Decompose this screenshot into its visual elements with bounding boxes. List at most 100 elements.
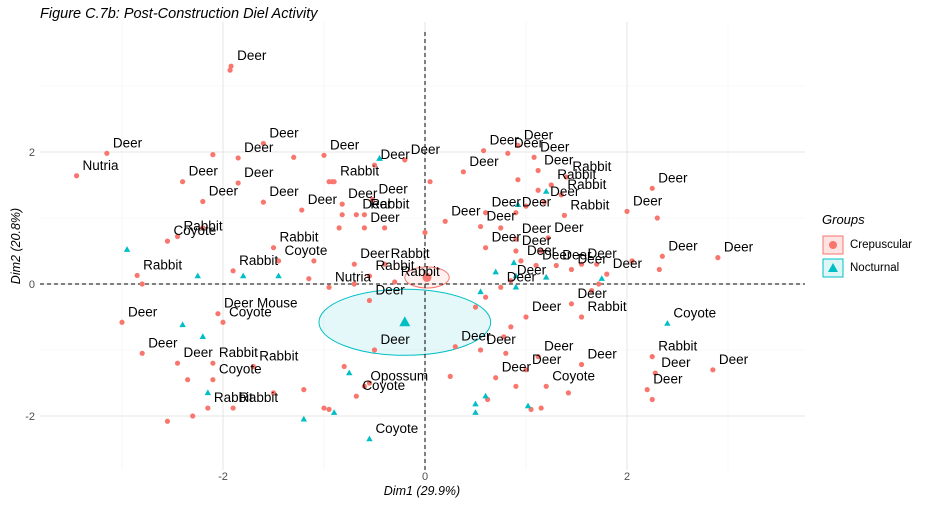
data-point-crepuscular [210, 377, 216, 383]
point-label: Deer [113, 135, 143, 150]
point-label: Coyote [362, 378, 405, 393]
point-label: Deer [469, 154, 499, 169]
data-point-crepuscular [139, 281, 145, 287]
point-label: Rabbit [375, 258, 414, 273]
data-point-crepuscular [230, 268, 236, 274]
data-point-crepuscular [518, 258, 524, 264]
data-point-nocturnal [543, 188, 550, 194]
point-label: Deer [517, 263, 547, 278]
data-point-crepuscular [164, 418, 171, 424]
point-label: Deer [451, 203, 481, 218]
point-label: Deer [514, 135, 544, 150]
y-tick-label: -2 [25, 411, 35, 423]
point-label: Deer [244, 140, 274, 155]
data-point-crepuscular [361, 383, 367, 389]
data-point-nocturnal [275, 272, 282, 279]
data-point-crepuscular [174, 360, 181, 366]
data-point-crepuscular [361, 212, 367, 218]
point-label: Rabbit [143, 257, 182, 272]
point-label: Nutria [335, 269, 372, 284]
data-point-nocturnal [477, 288, 484, 295]
data-point-crepuscular [596, 281, 602, 287]
point-label: Rabbit [570, 197, 609, 212]
data-point-crepuscular [371, 162, 378, 168]
point-label: Deer [244, 165, 274, 180]
point-label: Deer [378, 182, 408, 197]
point-label: Deer [522, 233, 552, 248]
point-label: Rabbit [239, 253, 278, 268]
data-point-nocturnal [240, 272, 247, 279]
point-label: Deer [588, 347, 618, 362]
x-tick-label: 2 [624, 471, 630, 483]
data-point-nocturnal [123, 246, 131, 252]
point-label: Deer [577, 251, 607, 266]
data-point-crepuscular [548, 182, 554, 188]
data-point-crepuscular [331, 179, 337, 185]
point-label: Deer [668, 238, 698, 253]
point-label: Deer [128, 304, 158, 319]
point-label: Rabbit [557, 167, 596, 182]
data-point-crepuscular [652, 370, 658, 376]
legend-label-crepuscular: Crepuscular [850, 238, 912, 251]
data-point-nocturnal [366, 435, 373, 442]
data-point-nocturnal [514, 201, 522, 207]
data-point-crepuscular [227, 67, 233, 73]
data-point-crepuscular [200, 225, 206, 231]
data-point-crepuscular [402, 157, 408, 163]
point-label: Deer [492, 195, 522, 210]
data-point-crepuscular [366, 380, 373, 386]
data-point-crepuscular [230, 405, 236, 411]
reference-lines [40, 32, 805, 470]
data-point-crepuscular [531, 154, 537, 160]
point-label: Rabbit [239, 390, 278, 405]
data-point-crepuscular [538, 405, 544, 411]
data-point-crepuscular [624, 208, 630, 214]
data-point-nocturnal [543, 273, 550, 280]
point-label: Deer [269, 125, 299, 140]
data-point-crepuscular [139, 350, 145, 356]
point-label: Deer [522, 195, 552, 210]
data-point-nocturnal [199, 333, 206, 339]
point-label: Deer [490, 133, 520, 148]
data-point-crepuscular [604, 271, 610, 277]
data-point-crepuscular [369, 196, 376, 203]
group-means [399, 272, 432, 327]
point-label: Deer [719, 352, 749, 367]
grid-lines [40, 22, 805, 470]
point-label: Coyote [229, 304, 272, 319]
data-point-crepuscular [339, 212, 345, 218]
point-label: Coyote [219, 362, 262, 377]
point-label: Rabbit [391, 246, 430, 261]
point-label: Deer [375, 283, 405, 298]
data-point-crepuscular [563, 174, 570, 180]
point-label: Deer [209, 184, 239, 199]
legend-item-crepuscular: Crepuscular [822, 233, 912, 256]
data-point-crepuscular [361, 225, 367, 231]
data-point-crepuscular [447, 373, 453, 379]
data-point-crepuscular [533, 262, 539, 269]
data-point-crepuscular [205, 405, 211, 411]
point-label: Rabbit [567, 177, 606, 192]
point-label: Deer [411, 142, 441, 157]
legend-item-nocturnal: Nocturnal [822, 256, 912, 279]
data-point-crepuscular [235, 180, 241, 186]
point-label: Rabbit [370, 197, 409, 212]
point-label: Deer [348, 186, 378, 201]
data-point-crepuscular [649, 354, 655, 360]
data-point-crepuscular [270, 245, 277, 251]
point-label: Deer [507, 269, 537, 284]
legend: Groups Crepuscular Nocturnal [822, 212, 912, 279]
data-point-crepuscular [353, 393, 359, 399]
data-point-crepuscular [366, 297, 373, 304]
axis-ticks: -2 0 2 -2 0 2 [25, 147, 630, 483]
data-point-crepuscular [535, 187, 541, 193]
data-point-nocturnal [204, 389, 212, 396]
point-label: Deer [544, 152, 574, 167]
data-point-nocturnal [194, 272, 201, 279]
data-point-crepuscular [371, 347, 378, 353]
data-point-crepuscular [215, 311, 221, 317]
data-point-crepuscular [498, 225, 504, 231]
point-label: Deer [653, 372, 683, 387]
data-point-crepuscular [422, 229, 428, 236]
